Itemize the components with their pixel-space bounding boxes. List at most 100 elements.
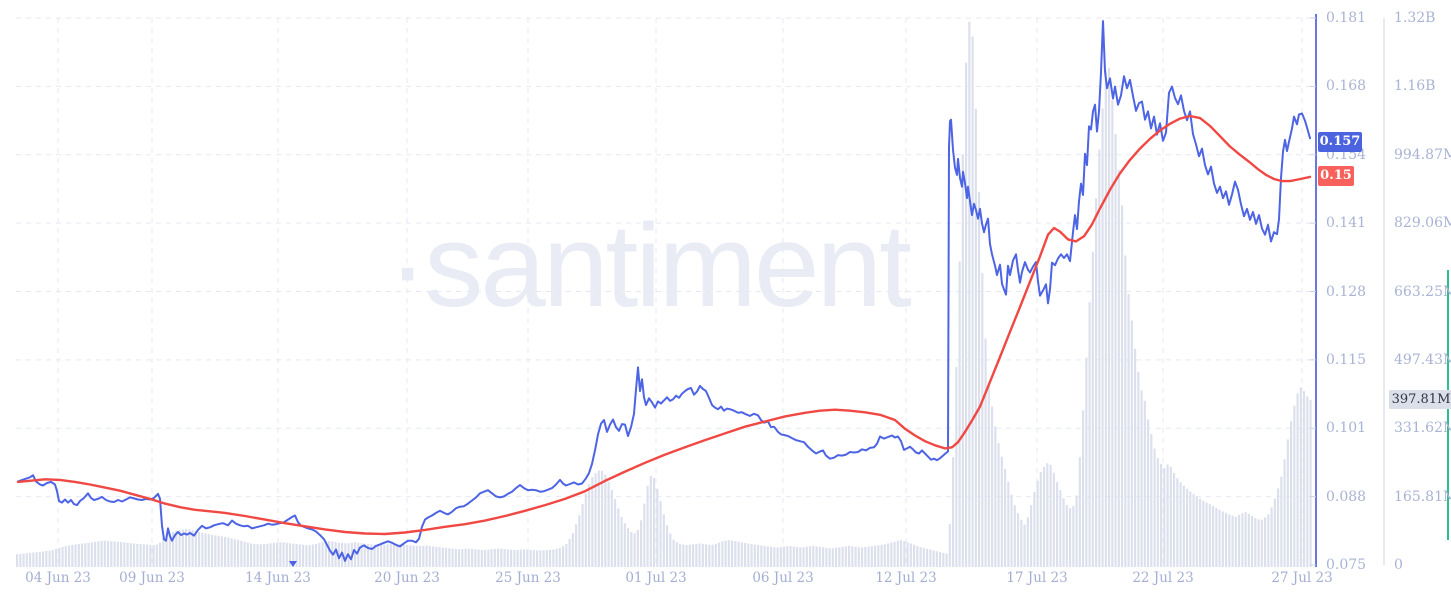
volume-axis[interactable] [1384,0,1451,600]
volume-bar [94,541,97,567]
volume-bar [1228,514,1231,567]
volume-bar [155,544,158,567]
volume-bar [919,547,922,567]
volume-bar [458,549,461,567]
volume-bar [136,543,139,567]
volume-bar [965,62,968,567]
volume-bar [285,542,288,567]
volume-bar [867,546,870,567]
volume-bar [22,553,25,567]
volume-bar [25,553,28,567]
volume-bar [578,515,581,567]
volume-bar [1095,198,1098,568]
volume-bar [802,547,805,567]
volume-bar [662,514,665,567]
volume-bar [133,543,136,567]
volume-bar [809,546,812,567]
volume-bar [87,542,90,567]
volume-bar [1277,488,1280,567]
volume-bar [1134,348,1137,567]
volume-bar [1114,134,1117,567]
volume-bar [1010,494,1013,567]
volume-bar [383,544,386,567]
volume-bar [1013,505,1016,567]
volume-bar [744,543,747,567]
volume-bar [1072,506,1075,567]
price-axis[interactable] [1316,0,1384,600]
volume-bar [1108,68,1111,567]
volume-bar [58,548,61,567]
volume-bar [1065,504,1068,567]
volume-bar [1303,391,1306,567]
volume-bar [227,537,230,567]
volume-bar [373,544,376,567]
volume-bar [77,543,80,567]
volume-bar [55,549,58,567]
volume-bar [1091,251,1094,568]
volume-bar [1088,302,1091,567]
volume-bar [558,547,561,567]
volume-bar [896,540,899,567]
volume-bar [276,542,279,567]
volume-bar [165,535,168,567]
volume-bar [773,547,776,567]
volume-bar [162,537,165,567]
volume-bar [311,544,314,567]
volume-bar [1052,472,1055,567]
volume-bar [126,542,129,567]
santiment-watermark: ·santiment [388,200,912,332]
volume-bar [269,543,272,567]
volume-bar [971,36,974,568]
volume-bar [409,545,412,567]
volume-bar [1101,108,1104,567]
volume-bar [1286,439,1289,567]
volume-bar [610,490,613,567]
volume-bar [61,546,64,567]
volume-bar [1234,516,1237,567]
volume-bar [516,549,519,567]
volume-bar [763,545,766,567]
volume-bar [419,545,422,567]
volume-bar [1299,387,1302,567]
price-current-badge: 0.157 [1318,132,1362,152]
volume-bar [727,540,730,567]
volume-bar [168,533,171,567]
volume-bar [682,544,685,567]
volume-bar [532,550,535,567]
volume-bar [357,542,360,567]
volume-bar [565,543,568,567]
volume-bar [831,548,834,567]
volume-bar [987,382,990,567]
volume-bar [724,540,727,567]
signal-marker-icon[interactable] [289,561,297,567]
price-line [17,20,1311,562]
volume-bar [1273,498,1276,567]
volume-bar [760,545,763,567]
volume-bar [1082,410,1085,567]
volume-bar [968,21,971,567]
volume-bar [568,538,571,567]
volume-bar [256,544,259,567]
volume-bar [1000,456,1003,567]
volume-bar [789,546,792,567]
volume-bar [1264,517,1267,567]
volume-bar [815,546,818,567]
volume-bar [68,545,71,567]
volume-bar [627,528,630,567]
volume-bar [48,550,51,567]
volume-bar [659,500,662,567]
volume-bar [1036,480,1039,567]
volume-bar [900,540,903,567]
volume-bar [1124,255,1127,567]
volume-bar [120,542,123,567]
volume-bar [201,532,204,567]
volume-bar [1085,357,1088,567]
volume-bar [354,542,357,567]
volume-bar [607,481,610,567]
volume-bar [1169,466,1172,567]
volume-bar [45,551,48,567]
volume-bar [71,544,74,567]
volume-bar [289,543,292,567]
volume-bar [1176,478,1179,567]
